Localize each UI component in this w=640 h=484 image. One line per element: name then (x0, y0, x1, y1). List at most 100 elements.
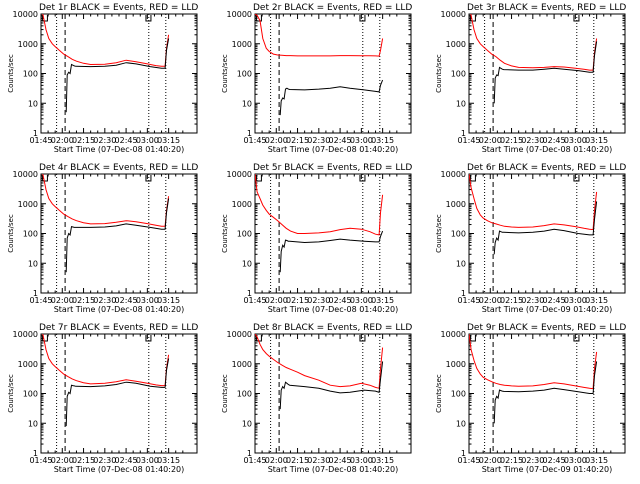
x-tick-label: 01:45 (457, 136, 480, 145)
top-bracket-mark (469, 15, 476, 22)
chart-title: Det 6r BLACK = Events, RED = LLD (467, 163, 626, 173)
x-tick-label: 02:00 (479, 296, 502, 305)
x-tick-label: 02:00 (51, 136, 74, 145)
y-tick-label: 1 (461, 129, 466, 138)
y-axis-label: Counts/sec (7, 214, 15, 253)
x-tick-label: 03:00 (350, 296, 373, 305)
series-line-lld (469, 174, 598, 231)
y-tick-label: 100 (237, 70, 252, 79)
x-axis-label: Start Time (07-Dec-08 01:40:20) (268, 145, 399, 154)
plot-frame (468, 173, 626, 294)
x-tick-label: 03:15 (585, 296, 608, 305)
plot-area (255, 334, 384, 410)
x-tick-label: 02:15 (500, 136, 523, 145)
x-axis-label: Start Time (07-Dec-09 01:40:20) (482, 465, 613, 474)
x-tick-label: 01:45 (457, 456, 480, 465)
x-tick-label: 03:15 (157, 456, 180, 465)
plot-area (470, 14, 598, 104)
plot-frame (468, 13, 626, 134)
y-tick-label: 1000 (18, 40, 38, 49)
top-bracket-mark (359, 15, 366, 22)
top-bracket-mark (359, 175, 366, 182)
series-line-lld (469, 334, 598, 390)
x-tick-label: 02:45 (115, 136, 138, 145)
y-tick-label: 100 (451, 390, 466, 399)
x-tick-label: 01:45 (29, 456, 52, 465)
x-tick-label: 03:00 (136, 136, 159, 145)
plot-frame (254, 13, 412, 134)
top-bracket-mark (469, 175, 476, 182)
y-tick-label: 100 (23, 230, 38, 239)
series-line-events (279, 230, 384, 273)
x-tick-label: 02:30 (307, 296, 330, 305)
x-tick-label: 03:15 (371, 456, 394, 465)
top-bracket-mark (41, 15, 48, 22)
x-tick-label: 02:00 (51, 296, 74, 305)
x-axis-label: Start Time (07-Dec-08 01:40:20) (482, 145, 613, 154)
top-bracket-mark (145, 335, 152, 342)
x-tick-label: 01:45 (243, 456, 266, 465)
series-line-events (279, 79, 384, 116)
y-tick-label: 10 (456, 259, 466, 268)
x-tick-label: 02:30 (307, 136, 330, 145)
y-tick-label: 100 (237, 390, 252, 399)
panel-det-3: Det 3r BLACK = Events, RED = LLD 1 10 100 10… (435, 3, 626, 154)
series-line-lld (42, 174, 170, 227)
y-tick-label: 100 (451, 230, 466, 239)
x-tick-label: 03:15 (157, 296, 180, 305)
plot-frame (254, 173, 412, 294)
plot-area (42, 14, 170, 113)
x-axis-label: Start Time (07-Dec-08 01:40:20) (268, 465, 399, 474)
top-bracket-mark (145, 15, 152, 22)
y-tick-label: 100 (23, 390, 38, 399)
top-bracket-mark (469, 335, 476, 342)
plot-frame (40, 173, 198, 294)
x-tick-label: 01:45 (243, 136, 266, 145)
top-bracket-mark (255, 175, 262, 182)
x-tick-label: 02:15 (72, 456, 95, 465)
top-bracket-mark (573, 15, 580, 22)
series-line-events (65, 358, 170, 427)
y-tick-label: 1 (461, 449, 466, 458)
panel-det-6: Det 6r BLACK = Events, RED = LLD 1 10 100 10… (435, 163, 626, 314)
top-bracket-mark (255, 15, 262, 22)
panel-det-8: Det 8r BLACK = Events, RED = LLD 1 10 100 10… (221, 323, 412, 474)
series-line-events (65, 198, 170, 273)
chart-title: Det 2r BLACK = Events, RED = LLD (253, 3, 412, 13)
x-tick-label: 01:45 (243, 296, 266, 305)
y-tick-label: 1 (33, 129, 38, 138)
x-tick-label: 02:15 (500, 456, 523, 465)
y-tick-label: 10 (456, 99, 466, 108)
x-tick-label: 02:00 (265, 296, 288, 305)
series-line-events (493, 41, 598, 104)
series-line-events (279, 361, 384, 410)
y-tick-label: 10000 (227, 170, 252, 179)
x-tick-label: 02:30 (93, 296, 116, 305)
x-tick-label: 02:00 (265, 456, 288, 465)
x-tick-label: 03:00 (564, 136, 587, 145)
x-tick-label: 03:15 (371, 296, 394, 305)
x-tick-label: 02:45 (329, 456, 352, 465)
x-tick-label: 03:00 (136, 456, 159, 465)
plot-area (42, 334, 170, 427)
plot-area (42, 174, 170, 273)
x-tick-label: 02:45 (329, 136, 352, 145)
series-line-lld (42, 14, 170, 67)
x-tick-label: 03:15 (585, 136, 608, 145)
y-axis-label: Counts/sec (435, 374, 443, 413)
chart-title: Det 1r BLACK = Events, RED = LLD (39, 3, 198, 13)
y-axis-label: Counts/sec (221, 214, 229, 253)
x-tick-label: 03:15 (371, 136, 394, 145)
y-tick-label: 100 (23, 70, 38, 79)
x-tick-label: 02:45 (543, 296, 566, 305)
x-tick-label: 01:45 (29, 136, 52, 145)
plot-area (469, 174, 598, 255)
y-axis-label: Counts/sec (7, 374, 15, 413)
y-axis-label: Counts/sec (7, 54, 15, 93)
panel-det-4: Det 4r BLACK = Events, RED = LLD 1 10 100 10… (7, 163, 198, 314)
y-tick-label: 1000 (232, 200, 252, 209)
x-tick-label: 02:45 (543, 456, 566, 465)
y-tick-label: 10 (242, 259, 252, 268)
series-line-lld (255, 334, 384, 389)
x-tick-label: 02:30 (307, 456, 330, 465)
